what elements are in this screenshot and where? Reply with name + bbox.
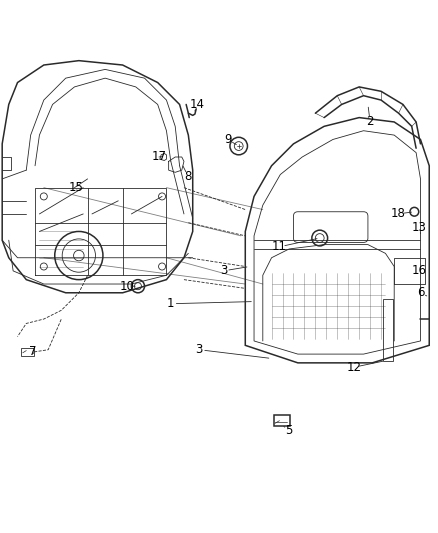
Bar xyxy=(21,348,34,356)
Text: 7: 7 xyxy=(29,345,37,358)
Text: 11: 11 xyxy=(272,240,287,253)
Text: 5: 5 xyxy=(286,424,293,437)
Text: 10: 10 xyxy=(120,280,134,293)
Text: 6: 6 xyxy=(417,286,424,300)
Text: 1: 1 xyxy=(167,297,175,310)
Text: 2: 2 xyxy=(366,116,374,128)
Text: 16: 16 xyxy=(412,264,427,277)
Bar xyxy=(383,300,393,361)
Text: 12: 12 xyxy=(346,361,361,374)
Text: 13: 13 xyxy=(412,221,427,233)
Text: 8: 8 xyxy=(185,170,192,183)
Text: 3: 3 xyxy=(196,343,203,356)
Text: 3: 3 xyxy=(220,264,227,277)
Bar xyxy=(274,415,290,426)
Text: 18: 18 xyxy=(390,207,405,221)
Text: 15: 15 xyxy=(68,181,83,194)
Text: 9: 9 xyxy=(224,133,232,146)
Text: 17: 17 xyxy=(152,150,166,164)
Text: 14: 14 xyxy=(190,98,205,111)
